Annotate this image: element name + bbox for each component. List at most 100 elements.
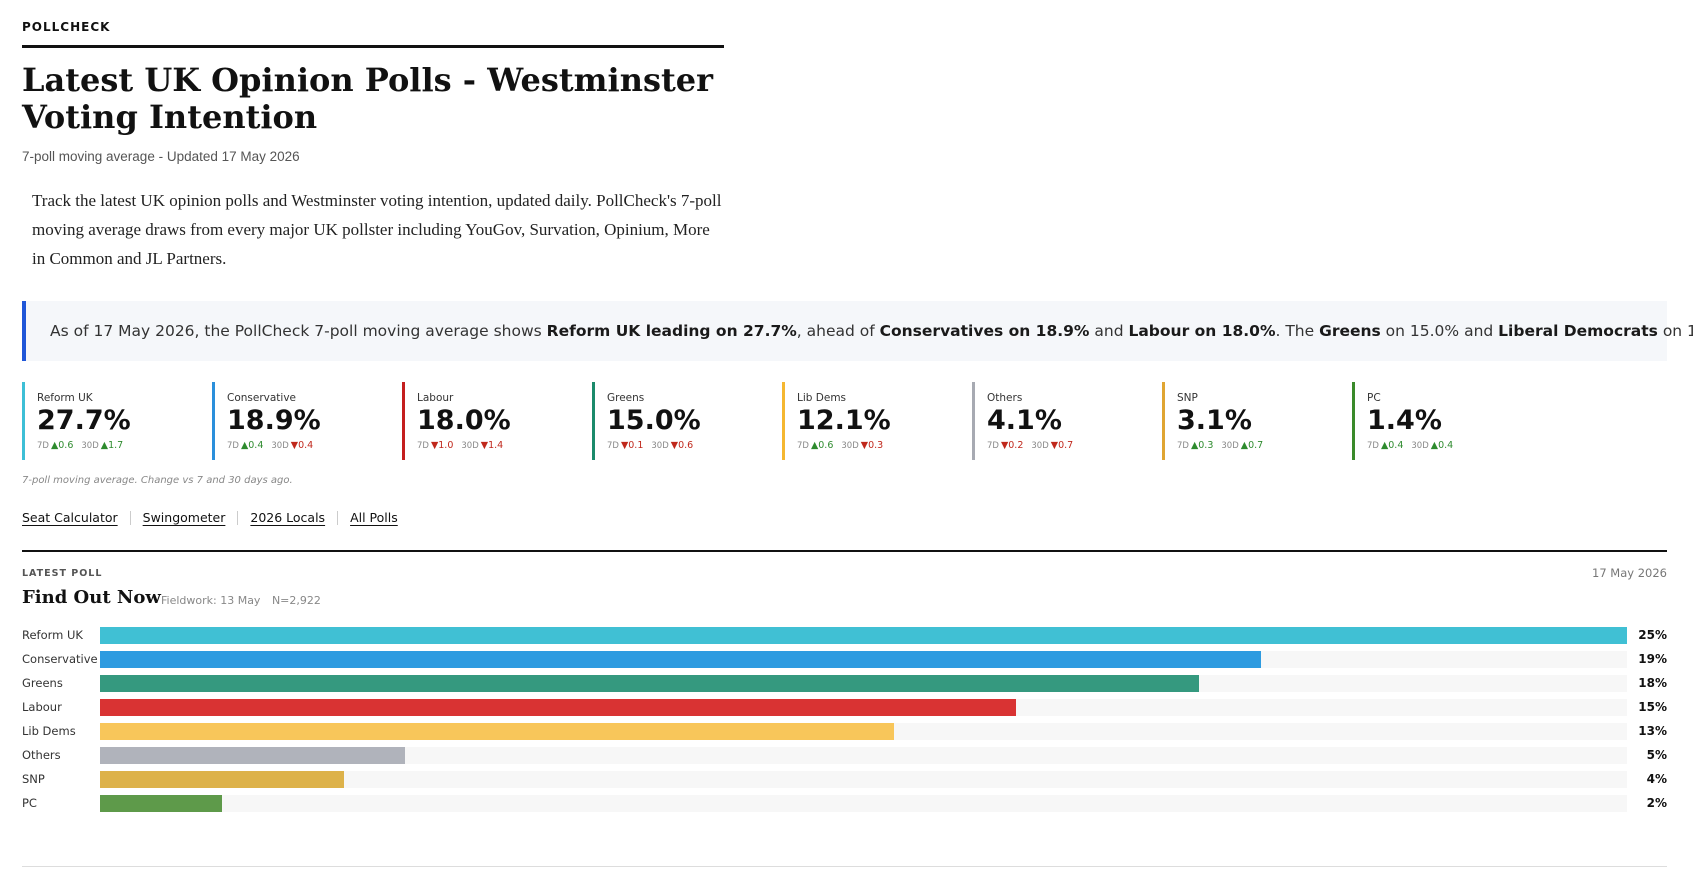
bar-category-label: Greens [22, 676, 63, 690]
party-name: Lib Dems [797, 392, 847, 404]
party-card-snp: SNP 3.1% 7D ▲0.3 30D ▲0.7 [1162, 382, 1352, 460]
brand-divider [22, 45, 724, 48]
party-average-value: 15.0% [607, 405, 701, 436]
bar-category-label: Others [22, 748, 61, 762]
change-value: 0.7 [1248, 440, 1264, 451]
bar-value-label: 2% [1646, 796, 1667, 810]
bar-value-label: 19% [1638, 652, 1667, 666]
arrow-up-icon: ▲ [1430, 440, 1439, 451]
bar-value-label: 4% [1646, 772, 1667, 786]
bar-conservative [100, 651, 1261, 668]
party-name: Labour [417, 392, 454, 404]
arrow-up-icon: ▲ [1240, 440, 1249, 451]
quick-links: Seat Calculator Swingometer 2026 Locals … [22, 510, 398, 525]
arrow-down-icon: ▼ [860, 440, 869, 451]
bar-category-label: Reform UK [22, 628, 83, 642]
bar-track [100, 795, 1627, 812]
party-card-others: Others 4.1% 7D ▼0.2 30D ▼0.7 [972, 382, 1162, 460]
arrow-down-icon: ▼ [430, 440, 439, 451]
change-period-label: 7D [417, 441, 429, 451]
bar-track [100, 723, 1627, 740]
arrow-up-icon: ▲ [1380, 440, 1389, 451]
arrow-down-icon: ▼ [670, 440, 679, 451]
arrow-down-icon: ▼ [1050, 440, 1059, 451]
bar-row-labour: Labour 15% [22, 696, 1672, 718]
cards-footnote: 7-poll moving average. Change vs 7 and 3… [22, 475, 293, 486]
party-change: 7D ▼1.0 30D ▼1.4 [417, 440, 503, 451]
change-period-label: 30D [1221, 441, 1239, 451]
latest-poll-date: 17 May 2026 [1592, 566, 1667, 580]
arrow-down-icon: ▼ [290, 440, 299, 451]
bar-row-reform-uk: Reform UK 25% [22, 624, 1672, 646]
change-value: 1.4 [488, 440, 504, 451]
change-period-label: 30D [1411, 441, 1429, 451]
change-value: 0.4 [248, 440, 264, 451]
change-period-label: 7D [607, 441, 619, 451]
bar-others [100, 747, 406, 764]
party-name: SNP [1177, 392, 1198, 404]
party-change: 7D ▲0.6 30D ▲1.7 [37, 440, 123, 451]
bar-greens [100, 675, 1200, 692]
brand-logo[interactable]: POLLCHECK [22, 20, 111, 34]
arrow-up-icon: ▲ [50, 440, 59, 451]
bar-category-label: SNP [22, 772, 45, 786]
arrow-up-icon: ▲ [240, 440, 249, 451]
arrow-down-icon: ▼ [620, 440, 629, 451]
change-period-label: 7D [1177, 441, 1189, 451]
party-average-value: 4.1% [987, 405, 1062, 436]
bar-category-label: PC [22, 796, 37, 810]
summary-text: As of 17 May 2026, the PollCheck 7-poll … [50, 322, 1693, 340]
link-all-polls[interactable]: All Polls [350, 510, 398, 525]
latest-poll-label: LATEST POLL [22, 568, 103, 579]
party-name: Conservative [227, 392, 297, 404]
arrow-down-icon: ▼ [1000, 440, 1009, 451]
change-value: 0.7 [1058, 440, 1074, 451]
poll-meta: Fieldwork: 13 May N=2,922 [161, 594, 321, 607]
change-value: 0.6 [678, 440, 694, 451]
link-swingometer[interactable]: Swingometer [142, 510, 226, 525]
change-period-label: 30D [651, 441, 669, 451]
party-change: 7D ▲0.4 30D ▼0.4 [227, 440, 313, 451]
change-period-label: 30D [461, 441, 479, 451]
bar-category-label: Conservative [22, 652, 98, 666]
link-seat-calculator[interactable]: Seat Calculator [22, 510, 118, 525]
party-name: Greens [607, 392, 645, 404]
bar-reform-uk [100, 627, 1627, 644]
bar-lib-dems [100, 723, 895, 740]
bottom-divider [22, 866, 1667, 867]
change-value: 0.4 [1388, 440, 1404, 451]
change-value: 0.3 [1198, 440, 1214, 451]
party-average-value: 18.9% [227, 405, 321, 436]
sample-size: N=2,922 [271, 594, 321, 607]
party-average-value: 3.1% [1177, 405, 1252, 436]
change-period-label: 30D [81, 441, 99, 451]
link-divider [237, 510, 239, 525]
bar-row-conservative: Conservative 19% [22, 648, 1672, 670]
change-value: 0.6 [818, 440, 834, 451]
bar-row-pc: PC 2% [22, 792, 1672, 814]
party-average-value: 27.7% [37, 405, 131, 436]
change-period-label: 7D [227, 441, 239, 451]
bar-track [100, 747, 1627, 764]
change-value: 1.7 [108, 440, 124, 451]
party-name: Others [987, 392, 1023, 404]
change-value: 0.6 [58, 440, 74, 451]
bar-value-label: 5% [1646, 748, 1667, 762]
bar-category-label: Labour [22, 700, 62, 714]
change-period-label: 7D [797, 441, 809, 451]
change-value: 0.4 [298, 440, 314, 451]
bar-track [100, 675, 1627, 692]
change-value: 0.1 [628, 440, 644, 451]
party-change: 7D ▼0.1 30D ▼0.6 [607, 440, 693, 451]
bar-category-label: Lib Dems [22, 724, 76, 738]
bar-track [100, 699, 1627, 716]
link-2026-locals[interactable]: 2026 Locals [250, 510, 326, 525]
summary-callout: As of 17 May 2026, the PollCheck 7-poll … [22, 301, 1693, 361]
change-period-label: 30D [1031, 441, 1049, 451]
bar-row-greens: Greens 18% [22, 672, 1672, 694]
bar-row-snp: SNP 4% [22, 768, 1672, 790]
change-value: 0.4 [1438, 440, 1454, 451]
arrow-up-icon: ▲ [810, 440, 819, 451]
bar-track [100, 771, 1627, 788]
party-change: 7D ▲0.6 30D ▼0.3 [797, 440, 883, 451]
